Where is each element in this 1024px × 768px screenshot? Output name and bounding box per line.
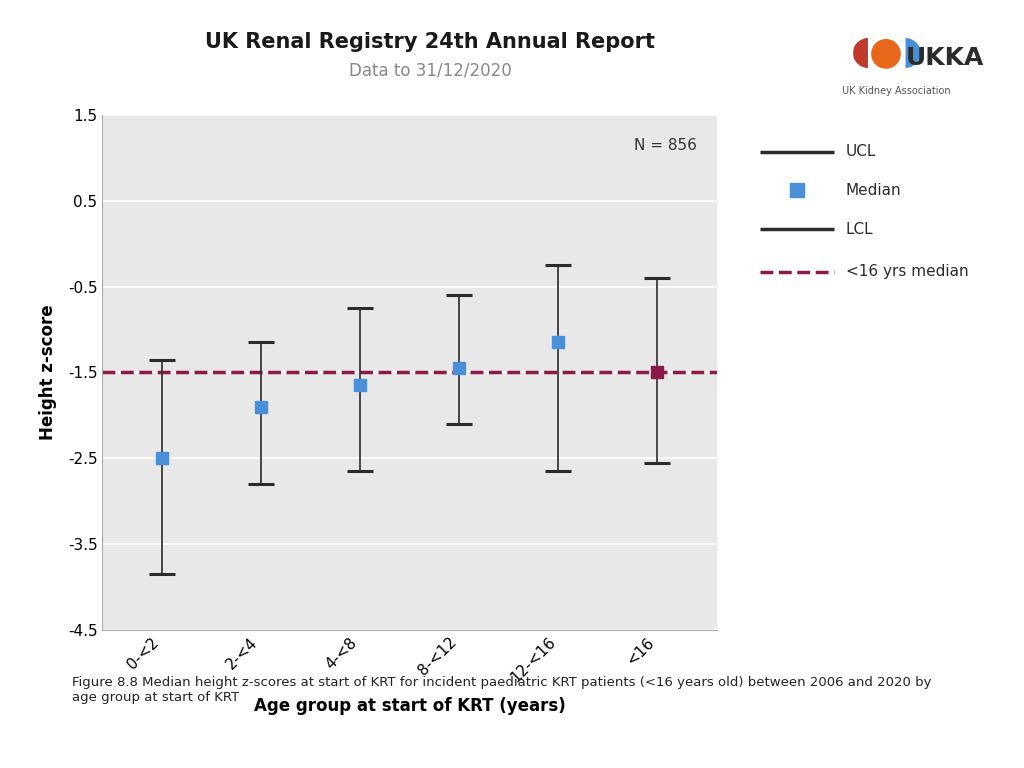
Text: UK Kidney Association: UK Kidney Association <box>842 85 950 96</box>
Text: ◗: ◗ <box>901 33 922 71</box>
Text: Data to 31/12/2020: Data to 31/12/2020 <box>349 61 511 80</box>
X-axis label: Age group at start of KRT (years): Age group at start of KRT (years) <box>254 697 565 714</box>
Text: ◖: ◖ <box>851 33 871 71</box>
Text: UCL: UCL <box>846 144 877 159</box>
Text: UKKA: UKKA <box>905 45 984 70</box>
Text: Median: Median <box>846 183 901 198</box>
Text: ●: ● <box>869 33 903 71</box>
Text: Figure 8.8 Median height z-scores at start of KRT for incident paediatric KRT pa: Figure 8.8 Median height z-scores at sta… <box>72 676 931 703</box>
Text: <16 yrs median: <16 yrs median <box>846 264 969 279</box>
Text: UK Renal Registry 24th Annual Report: UK Renal Registry 24th Annual Report <box>205 32 655 52</box>
Y-axis label: Height z-score: Height z-score <box>39 305 56 440</box>
Text: N = 856: N = 856 <box>634 137 697 153</box>
Text: LCL: LCL <box>846 222 873 237</box>
